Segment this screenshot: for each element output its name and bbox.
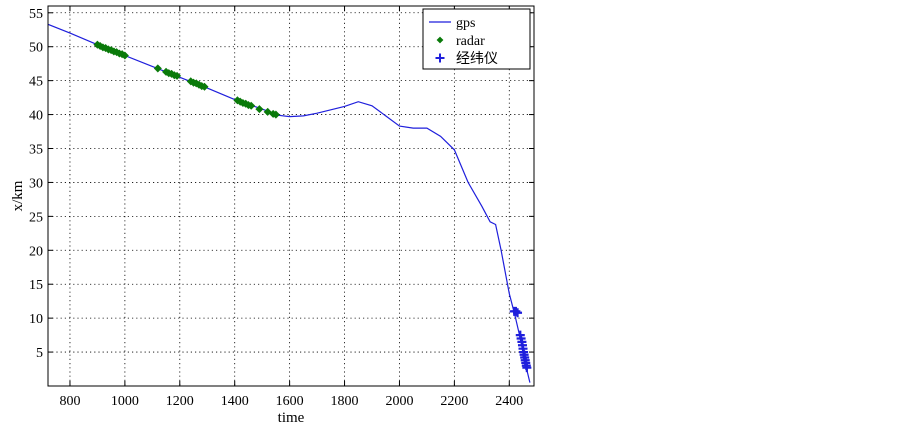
x-tick-label: 1400 (221, 394, 249, 409)
x-tick-label: 2400 (495, 394, 523, 409)
theodolite-point (511, 306, 521, 316)
radar-point (120, 51, 129, 60)
radar-point (153, 64, 162, 73)
legend: gps radar 经纬仪 (422, 8, 531, 70)
theodolite-point (513, 308, 523, 318)
x-tick-label: 2200 (440, 394, 468, 409)
x-tick-label: 2000 (385, 394, 413, 409)
y-tick-label: 5 (36, 346, 43, 361)
legend-entry-radar: radar (456, 34, 485, 49)
y-tick-label: 15 (29, 278, 43, 293)
radar-point (173, 71, 182, 80)
y-tick-label: 55 (29, 7, 43, 22)
legend-theodolite-plus-icon (435, 53, 445, 63)
radar-point (200, 82, 209, 91)
y-tick-label: 20 (29, 244, 43, 259)
grid (48, 6, 534, 386)
y-tick-label: 40 (29, 109, 43, 124)
plot-area (48, 23, 532, 383)
legend-radar-diamond-icon (436, 36, 444, 44)
x-tick-label: 1600 (276, 394, 304, 409)
ticks (48, 6, 534, 386)
radar-point (271, 110, 280, 119)
radar-point (247, 101, 256, 110)
legend-entry-theodolite: 经纬仪 (456, 51, 498, 67)
y-tick-label: 45 (29, 75, 43, 90)
y-tick-label: 50 (29, 41, 43, 56)
theodolite-point (522, 363, 532, 373)
y-tick-label: 10 (29, 312, 43, 327)
y-axis-label: x/km (10, 180, 26, 211)
x-tick-label: 800 (59, 394, 80, 409)
y-tick-label: 35 (29, 143, 43, 158)
axes-box (47, 5, 535, 387)
tick-labels: 800 1000 1200 1400 1600 1800 2000 2200 2400 5 10 15… (29, 7, 523, 409)
series-layer (48, 23, 532, 383)
radar-point (255, 105, 264, 114)
legend-entry-gps: gps (456, 16, 475, 31)
x-tick-label: 1000 (111, 394, 139, 409)
y-tick-label: 25 (29, 210, 43, 225)
y-tick-label: 30 (29, 176, 43, 191)
x-tick-label: 1800 (331, 394, 359, 409)
x-tick-label: 1200 (166, 394, 194, 409)
x-axis-label: time (278, 410, 305, 426)
